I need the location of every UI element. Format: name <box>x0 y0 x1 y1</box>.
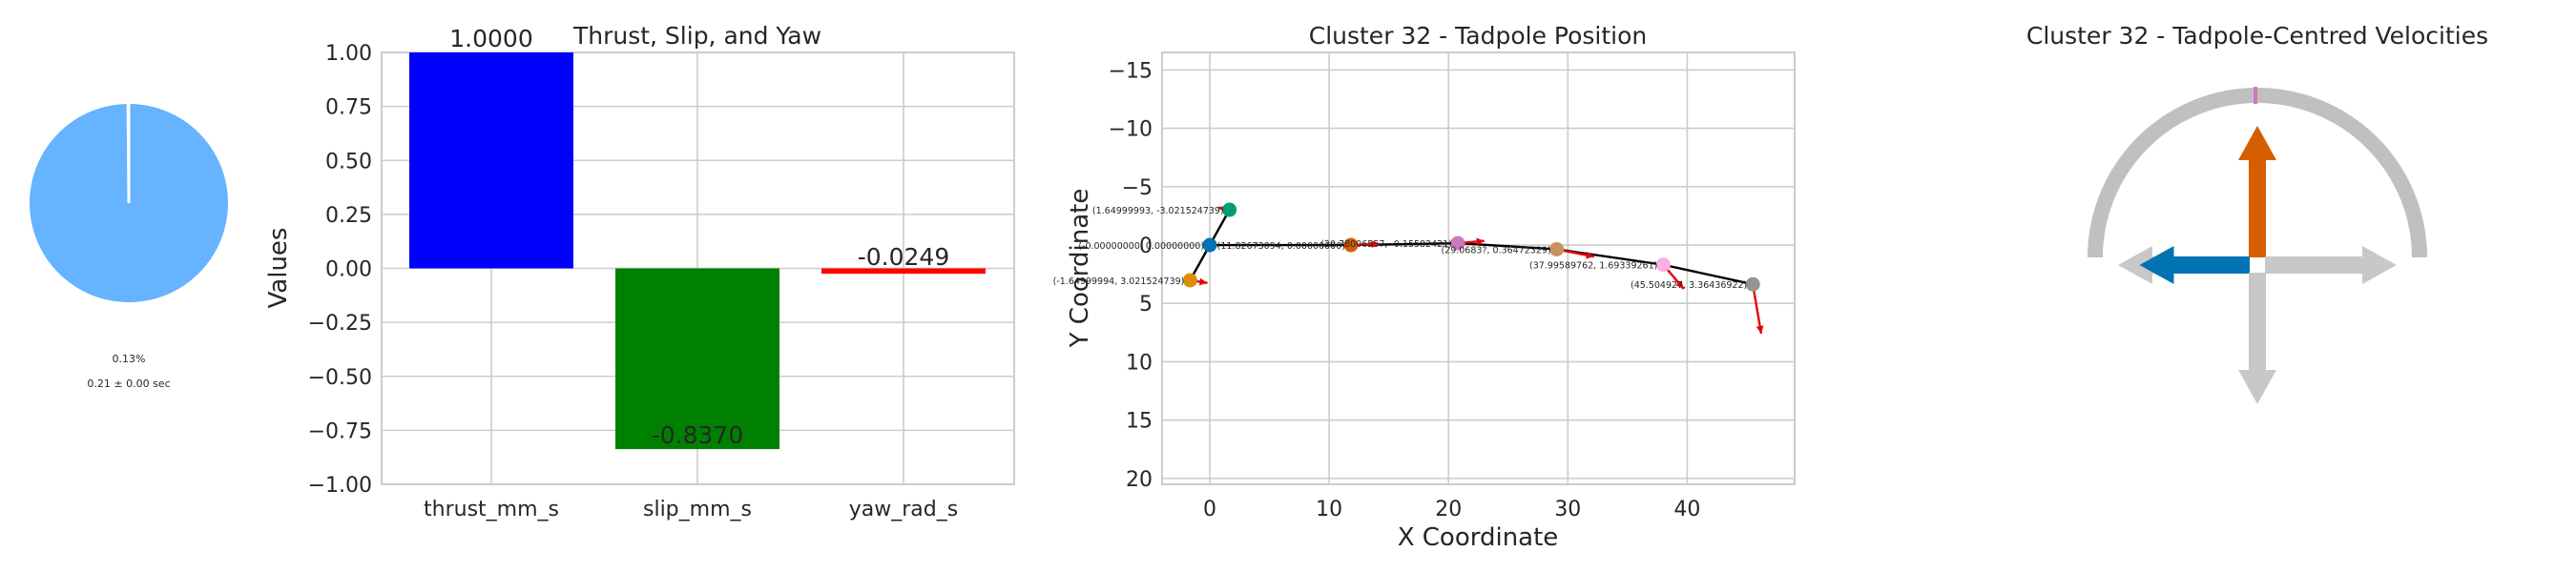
position-point-label: (45.504927, 3.36436922) <box>1631 280 1747 291</box>
position-y-tick-label: 20 <box>1126 468 1153 492</box>
position-x-ticks: 0 10 20 30 40 <box>1203 498 1700 521</box>
position-point-label: (37.99589762, 1.69339261) <box>1529 261 1657 272</box>
position-point <box>1655 257 1671 273</box>
pie-percent-label: 0.13% <box>113 353 146 365</box>
velocity-down-arrow-shaft <box>2249 273 2266 370</box>
position-point <box>1343 237 1359 253</box>
position-point-label: (-1.64999994, 3.021524739) <box>1053 276 1185 287</box>
bar-chart-panel: 1.00 0.75 0.50 0.25 0.00 −0.25 −0.50 −0.75 −1.00… <box>264 22 1015 521</box>
position-point <box>1549 241 1565 256</box>
bar-axes-frame <box>381 51 1015 485</box>
position-x-tick-label: 0 <box>1203 498 1216 521</box>
position-x-tick-label: 30 <box>1554 498 1581 521</box>
bar-y-tick-label: 0.00 <box>325 258 372 282</box>
velocity-arrow-head <box>1198 277 1208 286</box>
position-point <box>1182 273 1197 288</box>
position-points <box>1182 202 1760 292</box>
position-y-axis-label: Y Coordinate <box>1066 189 1094 349</box>
bar-y-tick-label: −0.50 <box>308 366 372 390</box>
bar-yaw_rad_s <box>821 268 986 275</box>
pie-duration-label: 0.21 ± 0.00 sec <box>87 378 170 390</box>
position-y-tick-label: −5 <box>1122 176 1153 200</box>
position-point-label: (29.0683?, 0.36472329) <box>1441 245 1550 255</box>
position-point-label: (-0.00000000, 0.00000000) <box>1078 241 1204 252</box>
position-x-axis-label: X Coordinate <box>1398 523 1559 552</box>
velocity-diagram-title: Cluster 32 - Tadpole-Centred Velocities <box>2026 22 2488 50</box>
position-point-label: (1.64999993, -3.021524739) <box>1092 206 1224 216</box>
velocity-left-arrow-shaft <box>2173 256 2250 274</box>
position-y-ticks: −15 −10 −5 0 5 10 15 20 <box>1109 59 1153 492</box>
velocity-right-arrow-head <box>2362 246 2397 284</box>
bar-y-tick-label: 0.25 <box>325 204 372 228</box>
bar-y-tick-label: −0.75 <box>308 419 372 443</box>
pie-chart-panel: 0.13% 0.21 ± 0.00 sec <box>30 102 228 390</box>
position-point-label: (20.78006557, -0.15582421) <box>1320 239 1452 250</box>
position-point <box>1222 202 1237 217</box>
bar-y-tick-label: −1.00 <box>308 474 372 498</box>
position-axes-frame <box>1161 51 1796 485</box>
position-point <box>1745 276 1760 292</box>
bar-value-label: -0.8370 <box>652 421 744 449</box>
bar-slip_mm_s <box>615 268 779 450</box>
bar-y-tick-label: −0.25 <box>308 312 372 336</box>
bar-chart-title: Thrust, Slip, and Yaw <box>572 22 821 50</box>
bar-value-label: -0.0249 <box>858 243 950 271</box>
position-point-labels: (1.64999993, -3.021524739) (-0.00000000, … <box>1053 206 1748 291</box>
velocity-arrow-head <box>1476 237 1485 246</box>
position-point-label: (11.82673094, 0.00000000) <box>1217 241 1345 252</box>
bar-y-tick-label: 0.50 <box>325 150 372 174</box>
bar-value-label: 1.0000 <box>449 25 532 52</box>
position-grid <box>1162 52 1795 484</box>
bar-thrust_mm_s <box>409 52 573 269</box>
pie-slice-small <box>126 102 131 204</box>
bar-series <box>409 52 986 450</box>
velocity-up-arrow-shaft <box>2249 160 2266 257</box>
position-chart-panel: (1.64999993, -3.021524739) (-0.00000000, … <box>1053 22 1796 552</box>
velocity-up-arrow-head <box>2238 126 2276 160</box>
velocity-arrow-head <box>1371 240 1380 249</box>
bar-y-axis-label: Values <box>264 228 293 309</box>
velocity-arrow-shaft <box>1752 283 1763 335</box>
position-y-tick-label: 5 <box>1139 293 1153 317</box>
position-x-tick-label: 10 <box>1316 498 1342 521</box>
position-point <box>1202 237 1217 253</box>
bar-x-tick-label: slip_mm_s <box>643 498 752 521</box>
position-x-tick-label: 40 <box>1673 498 1700 521</box>
bar-y-tick-label: 1.00 <box>325 42 372 66</box>
velocity-down-arrow-head <box>2238 370 2276 404</box>
velocity-arrows <box>2118 126 2397 404</box>
velocity-diagram-panel: Cluster 32 - Tadpole-Centred Velocities <box>2026 22 2488 404</box>
position-y-tick-label: −10 <box>1109 118 1153 142</box>
position-x-tick-label: 20 <box>1435 498 1462 521</box>
bar-y-ticks: 1.00 0.75 0.50 0.25 0.00 −0.25 −0.50 −0.75 −1.00 <box>308 42 372 498</box>
bar-x-ticks: thrust_mm_s slip_mm_s yaw_rad_s <box>424 498 958 521</box>
position-y-tick-label: −15 <box>1109 59 1153 83</box>
velocity-reference-left-arrow-head <box>2118 246 2152 284</box>
position-velocity-arrows <box>1190 205 1764 335</box>
velocity-arrow-head <box>1675 280 1684 289</box>
yaw-marker <box>2254 87 2257 104</box>
bar-x-tick-label: yaw_rad_s <box>849 498 958 521</box>
bar-y-tick-label: 0.75 <box>325 96 372 120</box>
position-point <box>1450 235 1465 251</box>
position-y-tick-label: 15 <box>1126 410 1153 434</box>
pie-slices <box>30 102 228 302</box>
bar-x-tick-label: thrust_mm_s <box>424 498 559 521</box>
velocity-left-arrow-head <box>2139 246 2174 284</box>
bar-value-labels: 1.0000 -0.8370 -0.0249 <box>449 25 949 449</box>
position-y-tick-label: 10 <box>1126 351 1153 375</box>
velocity-arrow-head <box>1755 325 1764 335</box>
position-y-tick-label: 0 <box>1139 235 1153 258</box>
position-chart-title: Cluster 32 - Tadpole Position <box>1309 22 1648 50</box>
velocity-right-arrow-shaft <box>2265 256 2362 274</box>
velocity-arrow-head <box>1586 251 1594 259</box>
